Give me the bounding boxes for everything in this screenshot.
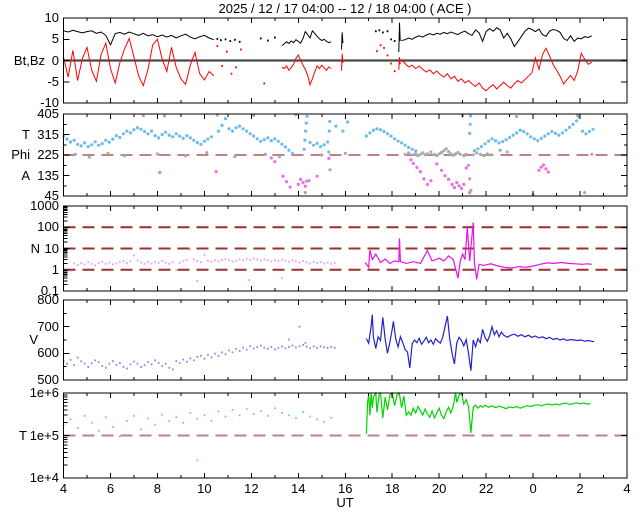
plot-title: 2025 / 12 / 17 04:00 -- 12 / 18 04:00 ( …: [218, 1, 472, 16]
y-tick-label: 0: [51, 52, 59, 68]
y-tick-label: 10: [44, 240, 59, 256]
y-tick-label: -5: [47, 73, 59, 89]
y-tick-label: 315: [37, 126, 59, 142]
y-axis-unit-label: A: [21, 167, 30, 183]
y-axis-unit-label: N: [30, 240, 40, 256]
y-axis-unit-label: Phi: [11, 147, 30, 162]
y-tick-label: 1000: [30, 198, 59, 213]
x-tick-label: 10: [197, 481, 212, 496]
y-tick-label: 800: [37, 292, 59, 307]
panel-phi: [62, 113, 627, 196]
y-tick-label: 1e+4: [29, 470, 59, 485]
x-tick-label: 4: [623, 481, 631, 496]
series-bt: [63, 29, 214, 46]
series-t-solid: [365, 392, 591, 434]
series-bz: [401, 47, 593, 92]
series-bz: [281, 53, 332, 87]
series-bz: [63, 36, 215, 87]
y-tick-label: 5: [51, 31, 59, 47]
panel-temperature: [62, 392, 627, 462]
y-tick-label: 0.1: [40, 283, 59, 298]
y-tick-label: 45: [44, 188, 59, 203]
x-tick-label: 22: [478, 481, 494, 496]
y-tick-label: 100: [37, 219, 59, 235]
series-bt: [398, 22, 401, 53]
y-axis-unit-label: Bt,Bz: [13, 52, 45, 68]
x-tick-label: 12: [244, 481, 259, 496]
x-tick-label: 16: [338, 481, 353, 496]
y-tick-label: 10: [44, 10, 59, 25]
series-n-solid: [364, 222, 592, 280]
x-axis-title: UT: [336, 495, 354, 510]
y-tick-label: 1e+5: [29, 427, 59, 443]
x-tick-label: 18: [384, 481, 400, 496]
series-bz: [398, 57, 401, 70]
y-tick-label: 405: [37, 106, 59, 121]
panel-frame: [63, 299, 628, 381]
x-tick-label: 20: [431, 481, 447, 496]
series-bz: [341, 53, 344, 71]
panel-density: [62, 222, 627, 282]
x-tick-label: 0: [529, 481, 537, 496]
x-tick-label: 8: [153, 481, 162, 496]
y-tick-label: 135: [37, 167, 59, 183]
series-v-solid: [365, 314, 595, 371]
x-tick-label: 6: [106, 481, 115, 496]
series-bt: [281, 29, 332, 47]
series-bt: [401, 27, 593, 48]
x-tick-label: 14: [291, 481, 306, 496]
y-tick-label: 500: [37, 372, 59, 387]
series-bt: [341, 32, 344, 50]
x-tick-label: 2: [576, 481, 584, 496]
x-tick-label: 4: [59, 481, 68, 496]
y-axis-unit-label: V: [29, 332, 38, 347]
y-tick-label: -10: [40, 95, 59, 110]
y-axis-unit-label: T: [19, 427, 27, 443]
y-tick-label: 225: [37, 147, 59, 162]
y-tick-label: 1: [51, 261, 59, 277]
panel-frame: [63, 17, 628, 104]
y-tick-label: 700: [37, 318, 59, 334]
panel-bt-bz: [63, 22, 627, 92]
panel-frame: [63, 113, 628, 197]
y-tick-label: 600: [37, 345, 59, 361]
panel-speed: [62, 314, 595, 371]
y-tick-label: 1e+6: [29, 385, 59, 400]
y-axis-unit-label: T: [22, 126, 30, 142]
panel-frame: [63, 205, 628, 292]
panel-frame: [63, 392, 628, 479]
